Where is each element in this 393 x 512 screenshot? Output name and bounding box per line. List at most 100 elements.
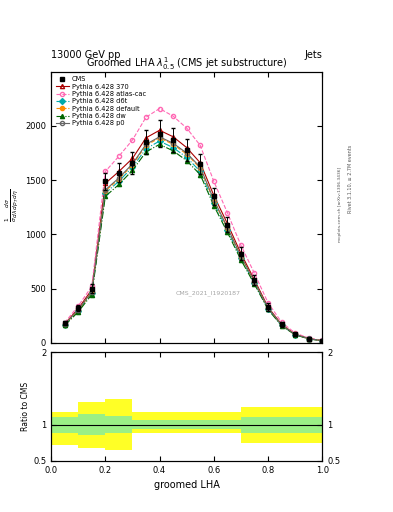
Pythia 6.428 370 xyxy=(252,277,257,283)
Text: 13000 GeV pp: 13000 GeV pp xyxy=(51,50,121,60)
Pythia 6.428 p0 xyxy=(171,140,175,146)
Pythia 6.428 d6t xyxy=(293,332,298,338)
Pythia 6.428 p0 xyxy=(239,253,243,259)
Pythia 6.428 default xyxy=(211,198,216,204)
Pythia 6.428 p0 xyxy=(198,164,203,170)
Pythia 6.428 dw xyxy=(144,149,149,155)
Pythia 6.428 370 xyxy=(130,155,135,161)
Title: Groomed LHA $\lambda^{1}_{0.5}$ (CMS jet substructure): Groomed LHA $\lambda^{1}_{0.5}$ (CMS jet… xyxy=(86,55,287,72)
Pythia 6.428 atlas-cac xyxy=(239,242,243,248)
Pythia 6.428 370 xyxy=(103,180,108,186)
Pythia 6.428 p0 xyxy=(116,175,121,181)
Pythia 6.428 p0 xyxy=(279,322,284,328)
Pythia 6.428 dw xyxy=(184,158,189,164)
Pythia 6.428 d6t xyxy=(90,290,94,296)
Pythia 6.428 default xyxy=(252,279,257,285)
Pythia 6.428 dw xyxy=(76,309,81,315)
Pythia 6.428 dw xyxy=(130,167,135,174)
Pythia 6.428 d6t xyxy=(103,190,108,196)
Pythia 6.428 dw xyxy=(239,257,243,263)
Pythia 6.428 atlas-cac xyxy=(90,283,94,289)
Legend: CMS, Pythia 6.428 370, Pythia 6.428 atlas-cac, Pythia 6.428 d6t, Pythia 6.428 de: CMS, Pythia 6.428 370, Pythia 6.428 atla… xyxy=(54,75,147,127)
Pythia 6.428 dw xyxy=(211,203,216,209)
Pythia 6.428 dw xyxy=(225,229,230,236)
Pythia 6.428 dw xyxy=(306,336,311,342)
Pythia 6.428 370 xyxy=(279,322,284,328)
Pythia 6.428 dw xyxy=(320,338,325,344)
Pythia 6.428 370 xyxy=(293,331,298,337)
Pythia 6.428 p0 xyxy=(130,161,135,167)
Y-axis label: Ratio to CMS: Ratio to CMS xyxy=(21,382,30,431)
Pythia 6.428 default xyxy=(62,322,67,328)
Pythia 6.428 atlas-cac xyxy=(225,209,230,216)
Pythia 6.428 d6t xyxy=(116,178,121,184)
Pythia 6.428 p0 xyxy=(157,134,162,140)
Pythia 6.428 370 xyxy=(306,335,311,342)
Pythia 6.428 dw xyxy=(293,332,298,338)
Pythia 6.428 d6t xyxy=(184,154,189,160)
Pythia 6.428 370 xyxy=(320,337,325,344)
Pythia 6.428 dw xyxy=(279,323,284,329)
Pythia 6.428 dw xyxy=(171,148,175,154)
Pythia 6.428 370 xyxy=(144,135,149,141)
Pythia 6.428 atlas-cac xyxy=(279,319,284,325)
Pythia 6.428 d6t xyxy=(76,308,81,314)
Pythia 6.428 dw xyxy=(252,281,257,287)
Pythia 6.428 p0 xyxy=(76,307,81,313)
Pythia 6.428 dw xyxy=(198,172,203,178)
Pythia 6.428 p0 xyxy=(184,150,189,156)
Pythia 6.428 default xyxy=(198,165,203,172)
Pythia 6.428 370 xyxy=(198,160,203,166)
Pythia 6.428 d6t xyxy=(306,336,311,342)
Pythia 6.428 dw xyxy=(157,141,162,147)
Pythia 6.428 default xyxy=(116,176,121,182)
Pythia 6.428 atlas-cac xyxy=(198,142,203,148)
Pythia 6.428 370 xyxy=(211,193,216,199)
Pythia 6.428 370 xyxy=(116,168,121,175)
Pythia 6.428 default xyxy=(184,151,189,157)
Pythia 6.428 370 xyxy=(171,134,175,140)
Pythia 6.428 atlas-cac xyxy=(266,300,270,306)
Pythia 6.428 default xyxy=(306,336,311,342)
Line: Pythia 6.428 dw: Pythia 6.428 dw xyxy=(62,142,324,343)
Pythia 6.428 d6t xyxy=(239,255,243,261)
Text: $\frac{1}{\sigma}\frac{d\sigma}{d\lambda\,dp_T\,d\eta}$: $\frac{1}{\sigma}\frac{d\sigma}{d\lambda… xyxy=(4,188,21,222)
Pythia 6.428 d6t xyxy=(144,145,149,152)
Pythia 6.428 d6t xyxy=(171,144,175,151)
Pythia 6.428 370 xyxy=(225,221,230,227)
Pythia 6.428 default xyxy=(103,188,108,194)
Pythia 6.428 d6t xyxy=(279,323,284,329)
Pythia 6.428 default xyxy=(279,322,284,328)
Pythia 6.428 atlas-cac xyxy=(157,105,162,112)
Pythia 6.428 p0 xyxy=(103,187,108,193)
Pythia 6.428 p0 xyxy=(306,335,311,342)
Pythia 6.428 370 xyxy=(239,250,243,257)
Pythia 6.428 atlas-cac xyxy=(103,168,108,175)
Line: Pythia 6.428 p0: Pythia 6.428 p0 xyxy=(62,135,324,343)
Text: Jets: Jets xyxy=(305,50,322,60)
Pythia 6.428 370 xyxy=(266,304,270,310)
Line: Pythia 6.428 370: Pythia 6.428 370 xyxy=(62,128,324,343)
Pythia 6.428 p0 xyxy=(62,322,67,328)
Pythia 6.428 atlas-cac xyxy=(252,270,257,276)
Line: Pythia 6.428 default: Pythia 6.428 default xyxy=(62,136,324,343)
Pythia 6.428 default xyxy=(171,141,175,147)
Pythia 6.428 atlas-cac xyxy=(211,178,216,184)
Pythia 6.428 d6t xyxy=(157,138,162,144)
Pythia 6.428 atlas-cac xyxy=(144,114,149,120)
Pythia 6.428 atlas-cac xyxy=(293,330,298,336)
Line: Pythia 6.428 d6t: Pythia 6.428 d6t xyxy=(62,139,324,343)
Pythia 6.428 d6t xyxy=(211,200,216,206)
Pythia 6.428 atlas-cac xyxy=(306,335,311,341)
Pythia 6.428 p0 xyxy=(90,289,94,295)
Pythia 6.428 370 xyxy=(184,144,189,151)
Pythia 6.428 p0 xyxy=(320,338,325,344)
Text: Rivet 3.1.10, ≥ 2.7M events: Rivet 3.1.10, ≥ 2.7M events xyxy=(347,145,352,214)
Pythia 6.428 default xyxy=(266,305,270,311)
Pythia 6.428 atlas-cac xyxy=(62,319,67,326)
Pythia 6.428 atlas-cac xyxy=(320,337,325,344)
Pythia 6.428 default xyxy=(90,289,94,295)
Pythia 6.428 atlas-cac xyxy=(130,137,135,143)
Pythia 6.428 p0 xyxy=(252,279,257,285)
Pythia 6.428 370 xyxy=(90,287,94,293)
